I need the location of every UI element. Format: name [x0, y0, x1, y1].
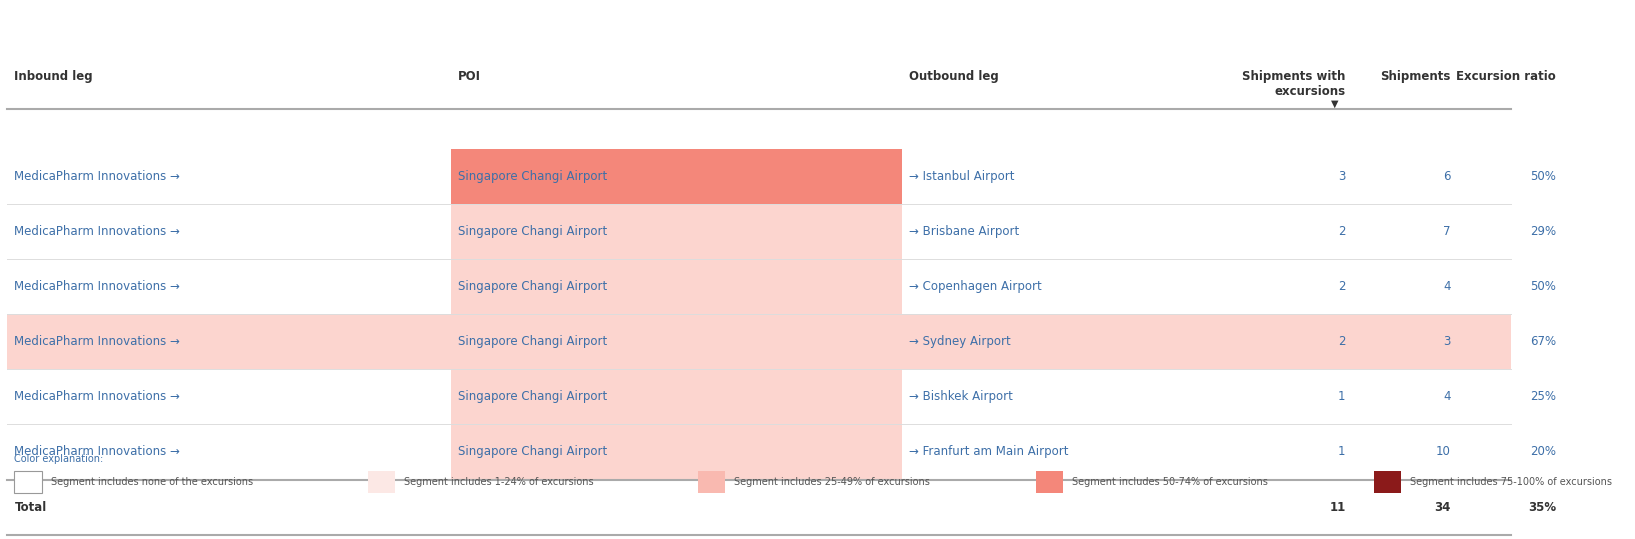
Text: Segment includes 50-74% of excursions: Segment includes 50-74% of excursions	[1073, 476, 1269, 487]
Text: MedicaPharm Innovations →: MedicaPharm Innovations →	[15, 280, 180, 293]
Text: 2: 2	[1337, 280, 1346, 293]
Text: 25%: 25%	[1530, 390, 1557, 403]
Text: Segment includes none of the excursions: Segment includes none of the excursions	[51, 476, 253, 487]
FancyBboxPatch shape	[903, 424, 1563, 480]
Text: 2: 2	[1337, 225, 1346, 238]
Text: → Brisbane Airport: → Brisbane Airport	[909, 225, 1020, 238]
Text: 4: 4	[1444, 390, 1450, 403]
Text: Excursion ratio: Excursion ratio	[1457, 70, 1557, 83]
FancyBboxPatch shape	[903, 259, 1563, 314]
FancyBboxPatch shape	[903, 149, 1563, 204]
Text: Singapore Changi Airport: Singapore Changi Airport	[458, 280, 608, 293]
Text: Total: Total	[15, 501, 47, 514]
Text: → Sydney Airport: → Sydney Airport	[909, 335, 1010, 348]
Text: Segment includes 75-100% of excursions: Segment includes 75-100% of excursions	[1409, 476, 1612, 487]
FancyBboxPatch shape	[7, 369, 451, 424]
Text: MedicaPharm Innovations →: MedicaPharm Innovations →	[15, 225, 180, 238]
FancyBboxPatch shape	[7, 314, 451, 369]
Text: → Bishkek Airport: → Bishkek Airport	[909, 390, 1014, 403]
FancyBboxPatch shape	[451, 149, 903, 204]
FancyBboxPatch shape	[451, 204, 903, 259]
Text: 50%: 50%	[1530, 280, 1557, 293]
FancyBboxPatch shape	[698, 471, 726, 493]
FancyBboxPatch shape	[903, 314, 1563, 369]
Text: MedicaPharm Innovations →: MedicaPharm Innovations →	[15, 445, 180, 459]
Text: POI: POI	[458, 70, 481, 83]
FancyBboxPatch shape	[7, 259, 451, 314]
Text: 3: 3	[1444, 335, 1450, 348]
Text: 20%: 20%	[1530, 445, 1557, 459]
Text: 1: 1	[1337, 445, 1346, 459]
Text: → Istanbul Airport: → Istanbul Airport	[909, 170, 1015, 183]
Text: Outbound leg: Outbound leg	[909, 70, 999, 83]
Text: MedicaPharm Innovations →: MedicaPharm Innovations →	[15, 335, 180, 348]
FancyBboxPatch shape	[451, 259, 903, 314]
Text: 7: 7	[1444, 225, 1450, 238]
Text: 4: 4	[1444, 280, 1450, 293]
FancyBboxPatch shape	[451, 424, 903, 480]
Text: Singapore Changi Airport: Singapore Changi Airport	[458, 225, 608, 238]
FancyBboxPatch shape	[7, 424, 451, 480]
Text: Segment includes 1-24% of excursions: Segment includes 1-24% of excursions	[404, 476, 594, 487]
FancyBboxPatch shape	[903, 204, 1563, 259]
Text: 1: 1	[1337, 390, 1346, 403]
FancyBboxPatch shape	[903, 369, 1563, 424]
FancyBboxPatch shape	[451, 314, 903, 369]
Text: 2: 2	[1337, 335, 1346, 348]
Text: → Franfurt am Main Airport: → Franfurt am Main Airport	[909, 445, 1069, 459]
Text: Singapore Changi Airport: Singapore Changi Airport	[458, 445, 608, 459]
FancyBboxPatch shape	[1373, 471, 1401, 493]
FancyBboxPatch shape	[7, 149, 451, 204]
Text: → Copenhagen Airport: → Copenhagen Airport	[909, 280, 1041, 293]
Text: 67%: 67%	[1530, 335, 1557, 348]
Text: MedicaPharm Innovations →: MedicaPharm Innovations →	[15, 390, 180, 403]
FancyBboxPatch shape	[451, 369, 903, 424]
Text: Singapore Changi Airport: Singapore Changi Airport	[458, 390, 608, 403]
Text: 35%: 35%	[1529, 501, 1557, 514]
Text: 50%: 50%	[1530, 170, 1557, 183]
FancyBboxPatch shape	[7, 204, 451, 259]
Text: Segment includes 25-49% of excursions: Segment includes 25-49% of excursions	[734, 476, 930, 487]
Text: ▼: ▼	[1331, 99, 1337, 109]
FancyBboxPatch shape	[368, 471, 396, 493]
FancyBboxPatch shape	[1037, 471, 1063, 493]
Text: 29%: 29%	[1530, 225, 1557, 238]
Text: 3: 3	[1339, 170, 1346, 183]
FancyBboxPatch shape	[15, 471, 41, 493]
Text: Color explanation:: Color explanation:	[15, 454, 103, 464]
Text: Shipments: Shipments	[1380, 70, 1450, 83]
Text: Inbound leg: Inbound leg	[15, 70, 93, 83]
Text: 34: 34	[1434, 501, 1450, 514]
Text: Singapore Changi Airport: Singapore Changi Airport	[458, 335, 608, 348]
Text: 11: 11	[1329, 501, 1346, 514]
Text: Shipments with
excursions: Shipments with excursions	[1243, 70, 1346, 98]
Text: Singapore Changi Airport: Singapore Changi Airport	[458, 170, 608, 183]
Text: 10: 10	[1436, 445, 1450, 459]
Text: 6: 6	[1444, 170, 1450, 183]
Text: MedicaPharm Innovations →: MedicaPharm Innovations →	[15, 170, 180, 183]
